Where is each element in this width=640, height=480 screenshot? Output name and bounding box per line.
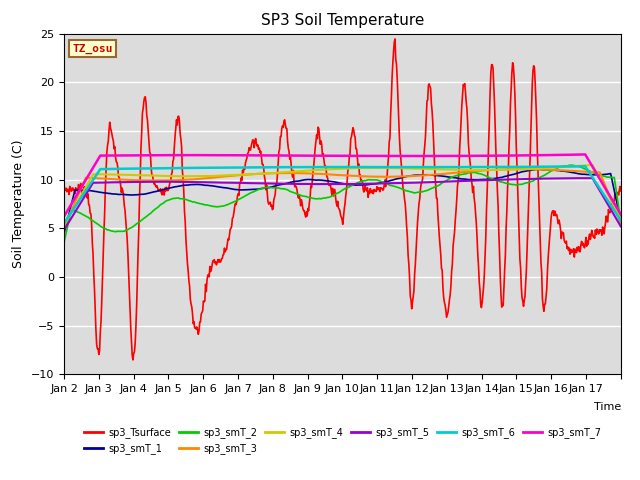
sp3_smT_7 [617, 212, 625, 217]
sp3_smT_7 [228, 152, 236, 158]
sp3_smT_3 [228, 173, 236, 179]
sp3_smT_7 [431, 153, 439, 159]
Line: sp3_smT_1: sp3_smT_1 [64, 169, 621, 234]
sp3_smT_4 [400, 166, 408, 171]
sp3_Tsurface [129, 357, 137, 363]
sp3_smT_7 [400, 153, 408, 159]
sp3_smT_6 [276, 164, 284, 170]
sp3_smT_6 [60, 220, 68, 226]
Text: Time: Time [593, 402, 621, 412]
sp3_smT_5 [255, 180, 263, 186]
sp3_smT_5 [582, 175, 590, 181]
sp3_smT_6 [125, 166, 133, 171]
sp3_Tsurface [401, 201, 409, 206]
sp3_smT_3 [125, 177, 133, 183]
sp3_smT_7 [125, 153, 133, 158]
sp3_Tsurface [228, 216, 236, 221]
sp3_smT_6 [400, 164, 408, 170]
Text: TZ_osu: TZ_osu [72, 44, 113, 54]
sp3_smT_5 [400, 180, 408, 186]
sp3_smT_1 [431, 173, 439, 179]
sp3_smT_6 [255, 165, 263, 170]
sp3_smT_1 [125, 192, 133, 198]
sp3_smT_5 [617, 224, 625, 229]
Legend: sp3_Tsurface, sp3_smT_1, sp3_smT_2, sp3_smT_3, sp3_smT_4, sp3_smT_5, sp3_smT_6, : sp3_Tsurface, sp3_smT_1, sp3_smT_2, sp3_… [80, 423, 605, 458]
sp3_smT_3 [400, 174, 408, 180]
Line: sp3_smT_4: sp3_smT_4 [64, 165, 621, 226]
sp3_smT_2 [431, 184, 439, 190]
sp3_smT_1 [228, 186, 236, 192]
sp3_smT_2 [567, 162, 575, 168]
Line: sp3_Tsurface: sp3_Tsurface [64, 39, 621, 360]
sp3_smT_2 [400, 187, 408, 192]
sp3_Tsurface [60, 181, 68, 187]
sp3_smT_1 [255, 186, 263, 192]
sp3_smT_7 [60, 214, 68, 219]
sp3_smT_1 [400, 174, 408, 180]
sp3_Tsurface [391, 36, 399, 42]
sp3_smT_6 [228, 165, 236, 170]
Line: sp3_smT_6: sp3_smT_6 [64, 166, 621, 223]
Line: sp3_smT_5: sp3_smT_5 [64, 178, 621, 230]
Line: sp3_smT_3: sp3_smT_3 [64, 169, 621, 227]
sp3_smT_2 [228, 200, 236, 206]
sp3_smT_6 [581, 163, 589, 169]
sp3_smT_4 [125, 172, 133, 178]
sp3_Tsurface [277, 134, 285, 140]
sp3_smT_5 [431, 179, 439, 185]
sp3_Tsurface [125, 288, 133, 294]
sp3_smT_7 [276, 153, 284, 158]
sp3_smT_3 [60, 224, 68, 230]
sp3_smT_5 [60, 227, 68, 233]
sp3_smT_5 [228, 180, 236, 186]
Line: sp3_smT_2: sp3_smT_2 [64, 165, 621, 243]
sp3_smT_4 [431, 166, 439, 172]
sp3_smT_2 [125, 226, 133, 231]
sp3_smT_5 [125, 179, 133, 185]
sp3_smT_1 [536, 167, 543, 172]
sp3_smT_2 [60, 240, 68, 246]
sp3_smT_3 [276, 170, 284, 176]
sp3_smT_7 [581, 152, 589, 157]
sp3_Tsurface [433, 195, 440, 201]
sp3_smT_3 [431, 172, 439, 178]
sp3_Tsurface [256, 150, 264, 156]
sp3_smT_4 [276, 169, 284, 175]
sp3_smT_4 [255, 171, 263, 177]
sp3_smT_1 [617, 218, 625, 224]
sp3_smT_4 [617, 216, 625, 222]
sp3_smT_3 [523, 166, 531, 172]
sp3_smT_2 [617, 219, 625, 225]
sp3_smT_1 [276, 182, 284, 188]
sp3_smT_3 [255, 171, 263, 177]
Title: SP3 Soil Temperature: SP3 Soil Temperature [260, 13, 424, 28]
sp3_smT_3 [617, 220, 625, 226]
sp3_smT_1 [60, 231, 68, 237]
sp3_smT_4 [589, 162, 596, 168]
sp3_smT_2 [255, 186, 263, 192]
Y-axis label: Soil Temperature (C): Soil Temperature (C) [12, 140, 26, 268]
sp3_smT_4 [60, 223, 68, 228]
Line: sp3_smT_7: sp3_smT_7 [64, 155, 621, 216]
sp3_smT_7 [255, 153, 263, 158]
sp3_smT_2 [276, 186, 284, 192]
sp3_smT_5 [276, 181, 284, 187]
sp3_Tsurface [617, 188, 625, 194]
sp3_smT_6 [617, 217, 625, 223]
sp3_smT_4 [228, 172, 236, 178]
sp3_smT_6 [431, 164, 439, 170]
